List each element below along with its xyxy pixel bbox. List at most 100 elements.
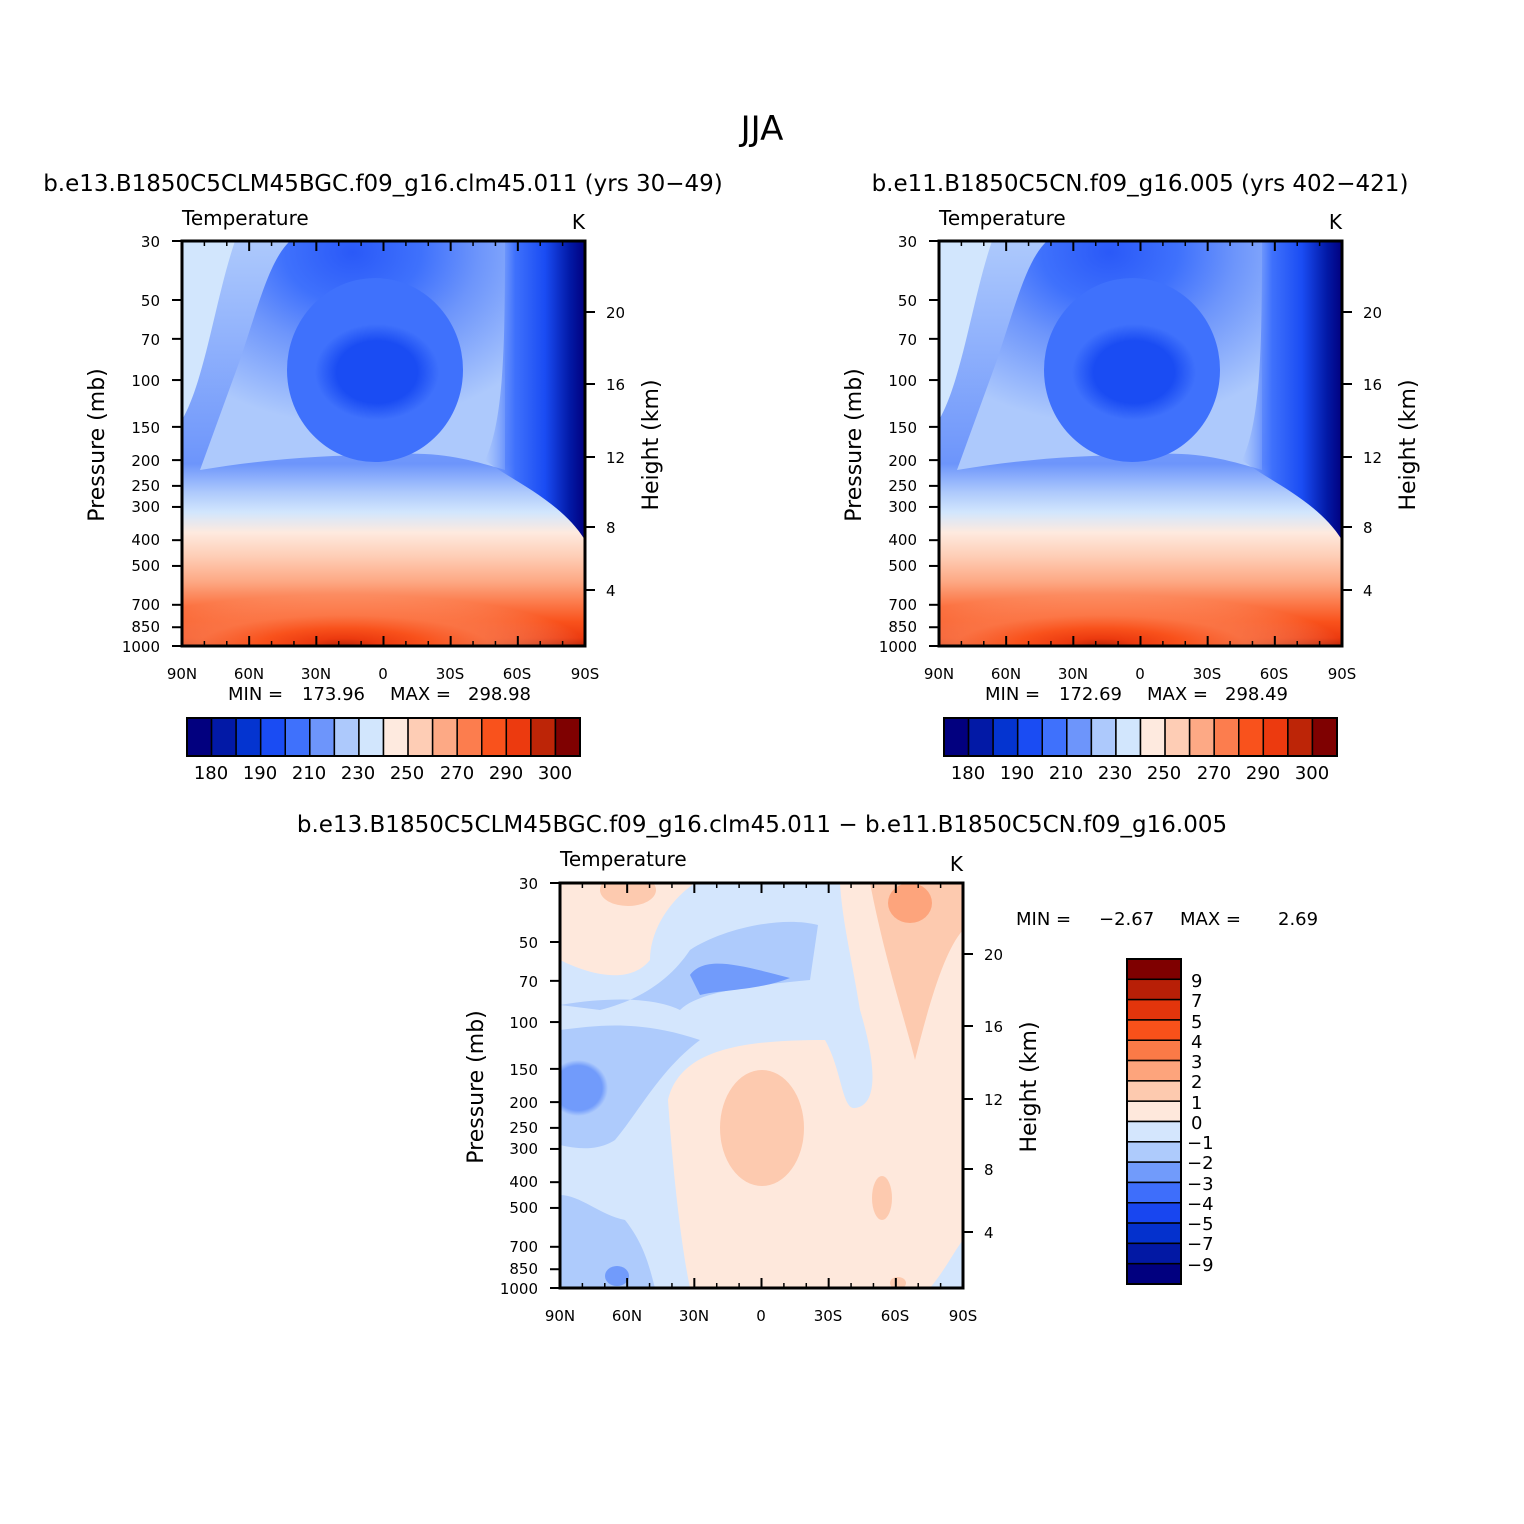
panel1-ylabel: Pressure (mb) xyxy=(85,368,110,522)
colorbar-swatch xyxy=(1287,717,1314,757)
panel3-right-axis: 20 16 12 8 4 xyxy=(984,946,1003,1242)
colorbar-swatch xyxy=(1139,717,1166,757)
panel3-ytick-label: 100 xyxy=(509,1014,538,1032)
panel3-ylabel: Pressure (mb) xyxy=(464,1010,489,1164)
panel2-ytick-label: 200 xyxy=(888,452,917,470)
panel1: Temperature K 30 50 70 100 150 200 250 3… xyxy=(85,206,664,784)
colorbar-swatch xyxy=(284,717,311,757)
colorbar-swatch xyxy=(1126,1262,1182,1285)
panel3-ytick-label: 50 xyxy=(519,934,538,952)
panel3-height-label: 16 xyxy=(984,1018,1003,1036)
panel2-colorbar-label: 300 xyxy=(1295,763,1329,784)
panel1-units-label: K xyxy=(572,210,586,234)
colorbar-swatch xyxy=(530,717,557,757)
panel2-xtick-label: 60S xyxy=(1260,665,1289,683)
panel1-xtick-label: 0 xyxy=(378,665,388,683)
panel3-ytick-label: 700 xyxy=(509,1238,538,1256)
panel1-colorbar-label: 270 xyxy=(440,763,474,784)
colorbar-swatch xyxy=(1311,717,1338,757)
panel3-ytick-label: 500 xyxy=(509,1199,538,1217)
panel3-height-label: 4 xyxy=(984,1224,994,1242)
panel1-xtick-label: 30N xyxy=(301,665,331,683)
panel3-min-label: MIN = xyxy=(1016,909,1071,930)
colorbar-swatch xyxy=(1126,1181,1182,1204)
colorbar-swatch xyxy=(1115,717,1142,757)
panel3-south-upper-core xyxy=(888,883,932,923)
panel1-colorbar xyxy=(186,717,581,757)
panel3-xtick-label: 60S xyxy=(881,1307,910,1325)
panel1-ytick-label: 700 xyxy=(131,596,160,614)
panel2-x-axis: 90N 60N 30N 0 30S 60S 90S xyxy=(924,665,1356,683)
panel1-x-axis: 90N 60N 30N 0 30S 60S 90S xyxy=(167,665,599,683)
panel1-right-axis: 20 16 12 8 4 xyxy=(606,304,625,600)
colorbar-swatch xyxy=(554,717,581,757)
panel3-nh-upper-blob xyxy=(600,883,656,906)
panel3-xtick-label: 0 xyxy=(756,1307,766,1325)
panel1-colorbar-label: 230 xyxy=(341,763,375,784)
panel1-ytick-label: 50 xyxy=(141,292,160,310)
panel3-colorbar-label: −9 xyxy=(1187,1255,1214,1276)
panel2-colorbar-label: 210 xyxy=(1049,763,1083,784)
panel1-ytick-label: 850 xyxy=(131,618,160,636)
colorbar-swatch xyxy=(943,717,970,757)
panel2-ytick-label: 700 xyxy=(888,596,917,614)
panel3-xtick-label: 90N xyxy=(545,1307,575,1325)
panel2-colorbar-label: 250 xyxy=(1147,763,1181,784)
panel2-xtick-label: 0 xyxy=(1135,665,1145,683)
colorbar-swatch xyxy=(259,717,286,757)
panel3-colorbar-label: 1 xyxy=(1191,1093,1202,1114)
panel3-colorbar-label: 7 xyxy=(1191,991,1202,1012)
panel3-units-label: K xyxy=(950,852,964,876)
colorbar-swatch xyxy=(1126,1019,1182,1041)
panel2-colorbar xyxy=(943,717,1338,757)
panel1-height-label: 8 xyxy=(606,519,616,537)
panel2-height-label: 20 xyxy=(1363,304,1382,322)
panel1-colorbar-label: 190 xyxy=(243,763,277,784)
colorbar-swatch xyxy=(1126,1100,1182,1123)
panel1-xtick-label: 30S xyxy=(436,665,465,683)
colorbar-swatch xyxy=(1188,717,1215,757)
panel1-left-axis: 30 50 70 100 150 200 250 300 400 500 700… xyxy=(122,233,160,656)
panel1-min-label: MIN = xyxy=(228,684,283,705)
colorbar-swatch xyxy=(309,717,336,757)
colorbar-swatch xyxy=(1126,958,1182,981)
panel1-ytick-label: 1000 xyxy=(122,638,160,656)
panel2-colorbar-label: 190 xyxy=(1000,763,1034,784)
panel1-field xyxy=(182,241,585,646)
panel3-south-surface-blob xyxy=(890,1277,906,1288)
colorbar-swatch xyxy=(235,717,262,757)
colorbar-swatch xyxy=(1126,1039,1182,1062)
colorbar-swatch xyxy=(456,717,483,757)
panel3-height-label: 20 xyxy=(984,946,1003,964)
panel3-ytick-label: 30 xyxy=(519,875,538,893)
panel2-height-label: 16 xyxy=(1363,376,1382,394)
colorbar-swatch xyxy=(1126,1059,1182,1082)
colorbar-swatch xyxy=(1238,717,1265,757)
panel1-ytick-label: 200 xyxy=(131,452,160,470)
panel2-height-label: 12 xyxy=(1363,449,1382,467)
colorbar-swatch xyxy=(967,717,994,757)
panel2-ytick-label: 50 xyxy=(898,292,917,310)
panel3-ytick-label: 200 xyxy=(509,1094,538,1112)
panel2-colorbar-label: 270 xyxy=(1197,763,1231,784)
panel1-south-pole-cold xyxy=(485,241,585,540)
panel2-max-value: 298.49 xyxy=(1225,684,1288,705)
panel1-ytick-label: 150 xyxy=(131,419,160,437)
panel2-colorbar-label: 290 xyxy=(1246,763,1280,784)
panel2-min-label: MIN = xyxy=(985,684,1040,705)
panel2-ytick-label: 70 xyxy=(898,331,917,349)
panel2-ticks xyxy=(929,240,1352,647)
colorbar-swatch xyxy=(1126,978,1182,1001)
panel1-ytick-label: 300 xyxy=(131,498,160,516)
panel3-title: b.e13.B1850C5CLM45BGC.f09_g16.clm45.011 … xyxy=(297,812,1227,838)
panel2-left-axis: 30 50 70 100 150 200 250 300 400 500 700… xyxy=(879,233,917,656)
panel1-ytick-label: 100 xyxy=(131,372,160,390)
panel3-nh-surface-negative xyxy=(560,1195,655,1288)
panel3-colorbar-label: 4 xyxy=(1191,1032,1202,1053)
panel1-xtick-label: 60S xyxy=(503,665,532,683)
panel2-ytick-label: 150 xyxy=(888,419,917,437)
panel1-nh-light xyxy=(182,241,235,420)
figure-title: JJA xyxy=(739,109,784,149)
panel1-ytick-label: 70 xyxy=(141,331,160,349)
colorbar-swatch xyxy=(1041,717,1068,757)
